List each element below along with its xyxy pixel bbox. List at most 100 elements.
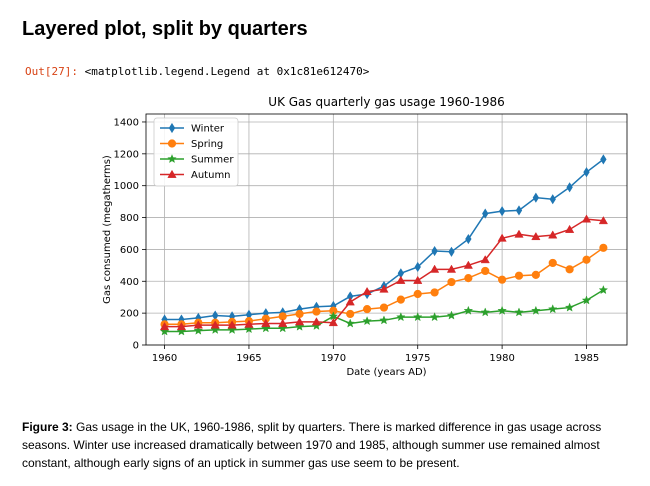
legend-marker-summer <box>167 154 177 164</box>
data-point-spring <box>531 270 540 280</box>
data-point-winter <box>414 261 421 273</box>
y-tick-label: 600 <box>120 245 139 256</box>
data-point-winter <box>448 246 455 257</box>
data-point-autumn <box>531 231 541 241</box>
data-point-autumn <box>497 233 507 242</box>
x-axis-label: Date (years AD) <box>346 367 426 378</box>
y-tick-label: 0 <box>133 341 139 352</box>
legend-marker-spring <box>167 139 177 148</box>
figure-caption: Figure 3: Gas usage in the UK, 1960-1986… <box>22 418 632 472</box>
data-point-spring <box>498 275 507 284</box>
data-point-summer <box>193 325 204 335</box>
data-point-autumn <box>429 264 440 273</box>
data-point-spring <box>413 289 422 299</box>
data-point-summer <box>514 307 524 317</box>
y-tick-label: 800 <box>120 213 139 224</box>
data-point-summer <box>564 302 575 312</box>
data-point-spring <box>582 255 591 264</box>
data-point-summer <box>497 305 507 315</box>
caption-label: Figure 3: <box>22 420 73 434</box>
data-point-spring <box>599 243 608 252</box>
data-point-summer <box>548 304 558 314</box>
data-point-summer <box>345 318 355 328</box>
data-point-autumn <box>244 319 254 328</box>
y-tick-label: 1400 <box>114 117 139 128</box>
data-point-spring <box>396 295 405 304</box>
data-point-summer <box>463 305 474 315</box>
data-point-spring <box>379 303 389 312</box>
x-tick-label: 1970 <box>321 353 346 364</box>
data-point-winter <box>566 182 573 193</box>
data-point-winter <box>600 154 607 165</box>
legend-label-winter: Winter <box>191 124 225 135</box>
data-point-spring <box>447 277 456 287</box>
legend-label-summer: Summer <box>191 155 234 166</box>
data-point-autumn <box>311 317 322 326</box>
legend-marker-winter <box>168 122 176 134</box>
y-tick-label: 1200 <box>114 149 139 160</box>
data-point-autumn <box>193 320 203 329</box>
data-point-winter <box>583 167 590 178</box>
data-point-winter <box>498 206 506 217</box>
y-axis-label: Gas consumed (megatherms) <box>102 155 113 304</box>
data-point-summer <box>429 312 440 322</box>
output-text: <matplotlib.legend.Legend at 0x1c81e6124… <box>84 65 370 78</box>
data-point-autumn <box>480 255 490 264</box>
data-point-summer <box>413 312 423 322</box>
data-point-spring <box>362 305 372 314</box>
chart-title: UK Gas quarterly gas usage 1960-1986 <box>268 95 504 109</box>
data-point-winter <box>515 205 523 216</box>
data-point-autumn <box>227 320 237 329</box>
data-point-autumn <box>463 260 473 269</box>
data-point-autumn <box>345 297 355 306</box>
data-point-autumn <box>362 286 372 296</box>
output-line: Out[27]: <matplotlib.legend.Legend at 0x… <box>25 65 369 78</box>
plot-frame <box>145 113 628 346</box>
data-point-autumn <box>379 284 389 293</box>
data-point-autumn <box>176 321 187 331</box>
data-point-spring <box>464 273 473 283</box>
data-point-autumn <box>446 264 457 273</box>
data-point-spring <box>430 288 439 297</box>
data-point-autumn <box>159 321 170 331</box>
y-tick-label: 200 <box>120 309 139 320</box>
data-point-spring <box>548 258 557 268</box>
y-tick-label: 400 <box>120 277 139 288</box>
data-point-summer <box>396 312 406 322</box>
data-point-summer <box>362 316 372 326</box>
caption-text: Gas usage in the UK, 1960-1986, split by… <box>22 420 602 470</box>
data-point-winter <box>549 194 556 205</box>
data-point-autumn <box>598 216 609 225</box>
data-point-winter <box>532 192 540 203</box>
data-point-autumn <box>328 317 338 327</box>
data-point-winter <box>431 245 438 257</box>
data-point-autumn <box>581 214 592 223</box>
data-point-winter <box>465 233 472 245</box>
data-point-summer <box>480 307 490 317</box>
x-tick-label: 1975 <box>405 353 430 364</box>
data-point-winter <box>482 208 489 219</box>
data-point-autumn <box>396 275 406 284</box>
data-point-summer <box>531 305 541 315</box>
legend-label-autumn: Autumn <box>191 170 231 181</box>
data-point-autumn <box>261 318 271 327</box>
data-point-spring <box>565 265 574 274</box>
y-tick-label: 1000 <box>114 181 139 192</box>
data-point-autumn <box>564 224 575 233</box>
legend-label-spring: Spring <box>191 139 223 150</box>
x-tick-label: 1965 <box>236 353 261 364</box>
data-point-spring <box>481 266 490 276</box>
data-point-spring <box>312 307 321 316</box>
data-point-autumn <box>278 318 288 327</box>
data-point-summer <box>581 295 592 305</box>
data-point-spring <box>514 271 524 280</box>
data-point-summer <box>379 315 389 325</box>
data-point-autumn <box>294 317 305 326</box>
section-heading: Layered plot, split by quarters <box>22 18 308 40</box>
x-tick-label: 1960 <box>152 353 177 364</box>
output-prompt: Out[27]: <box>25 65 78 78</box>
data-point-spring <box>346 309 355 319</box>
data-point-autumn <box>210 320 220 329</box>
data-point-summer <box>598 285 609 295</box>
